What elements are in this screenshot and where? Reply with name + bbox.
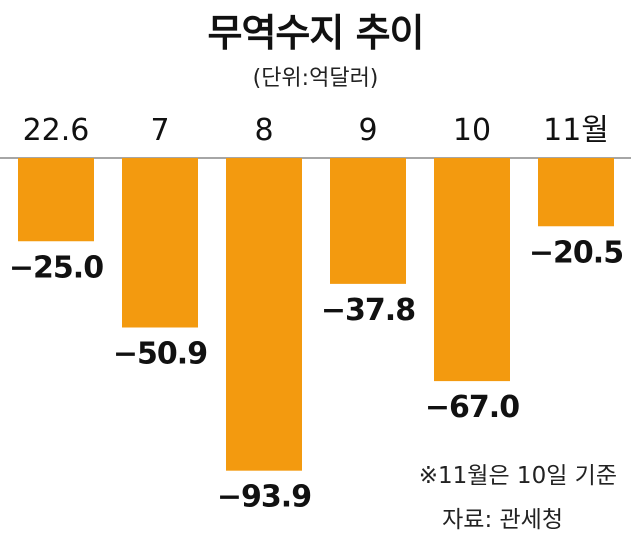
- bar-2: [226, 158, 302, 471]
- chart-source: 자료: 관세청: [442, 507, 563, 533]
- category-label-3: 9: [358, 113, 377, 148]
- value-label-1: −50.9: [113, 336, 207, 371]
- bar-0: [18, 158, 94, 242]
- chart-title: 무역수지 추이: [207, 11, 425, 55]
- chart-unit-label: (단위:억달러): [252, 66, 379, 91]
- value-label-3: −37.8: [321, 293, 415, 328]
- bar-1: [122, 158, 198, 328]
- bar-3: [330, 158, 406, 284]
- bar-5: [538, 158, 614, 227]
- value-label-0: −25.0: [9, 250, 103, 285]
- category-label-1: 7: [150, 113, 169, 148]
- bar-4: [434, 158, 510, 382]
- chart-footnote: ※11월은 10일 기준: [418, 463, 617, 489]
- category-label-0: 22.6: [23, 113, 90, 148]
- category-label-2: 8: [254, 113, 273, 148]
- category-label-5: 11월: [543, 113, 609, 148]
- category-label-4: 10: [453, 113, 491, 148]
- value-label-2: −93.9: [217, 480, 311, 515]
- value-label-5: −20.5: [529, 235, 623, 270]
- value-label-4: −67.0: [425, 390, 519, 425]
